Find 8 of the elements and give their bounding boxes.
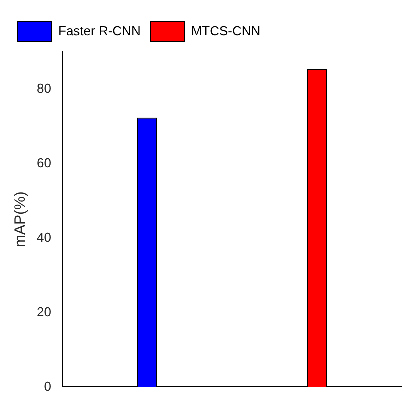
y-tick-label: 0 bbox=[44, 378, 52, 394]
legend-label: MTCS-CNN bbox=[191, 24, 261, 39]
y-tick-label: 80 bbox=[36, 80, 52, 96]
y-tick-label: 40 bbox=[36, 230, 52, 245]
y-axis-title: mAP(%) bbox=[12, 192, 30, 248]
y-tick-label: 20 bbox=[36, 304, 52, 320]
y-tick-label: 60 bbox=[36, 155, 52, 170]
legend-label: Faster R-CNN bbox=[58, 24, 141, 39]
